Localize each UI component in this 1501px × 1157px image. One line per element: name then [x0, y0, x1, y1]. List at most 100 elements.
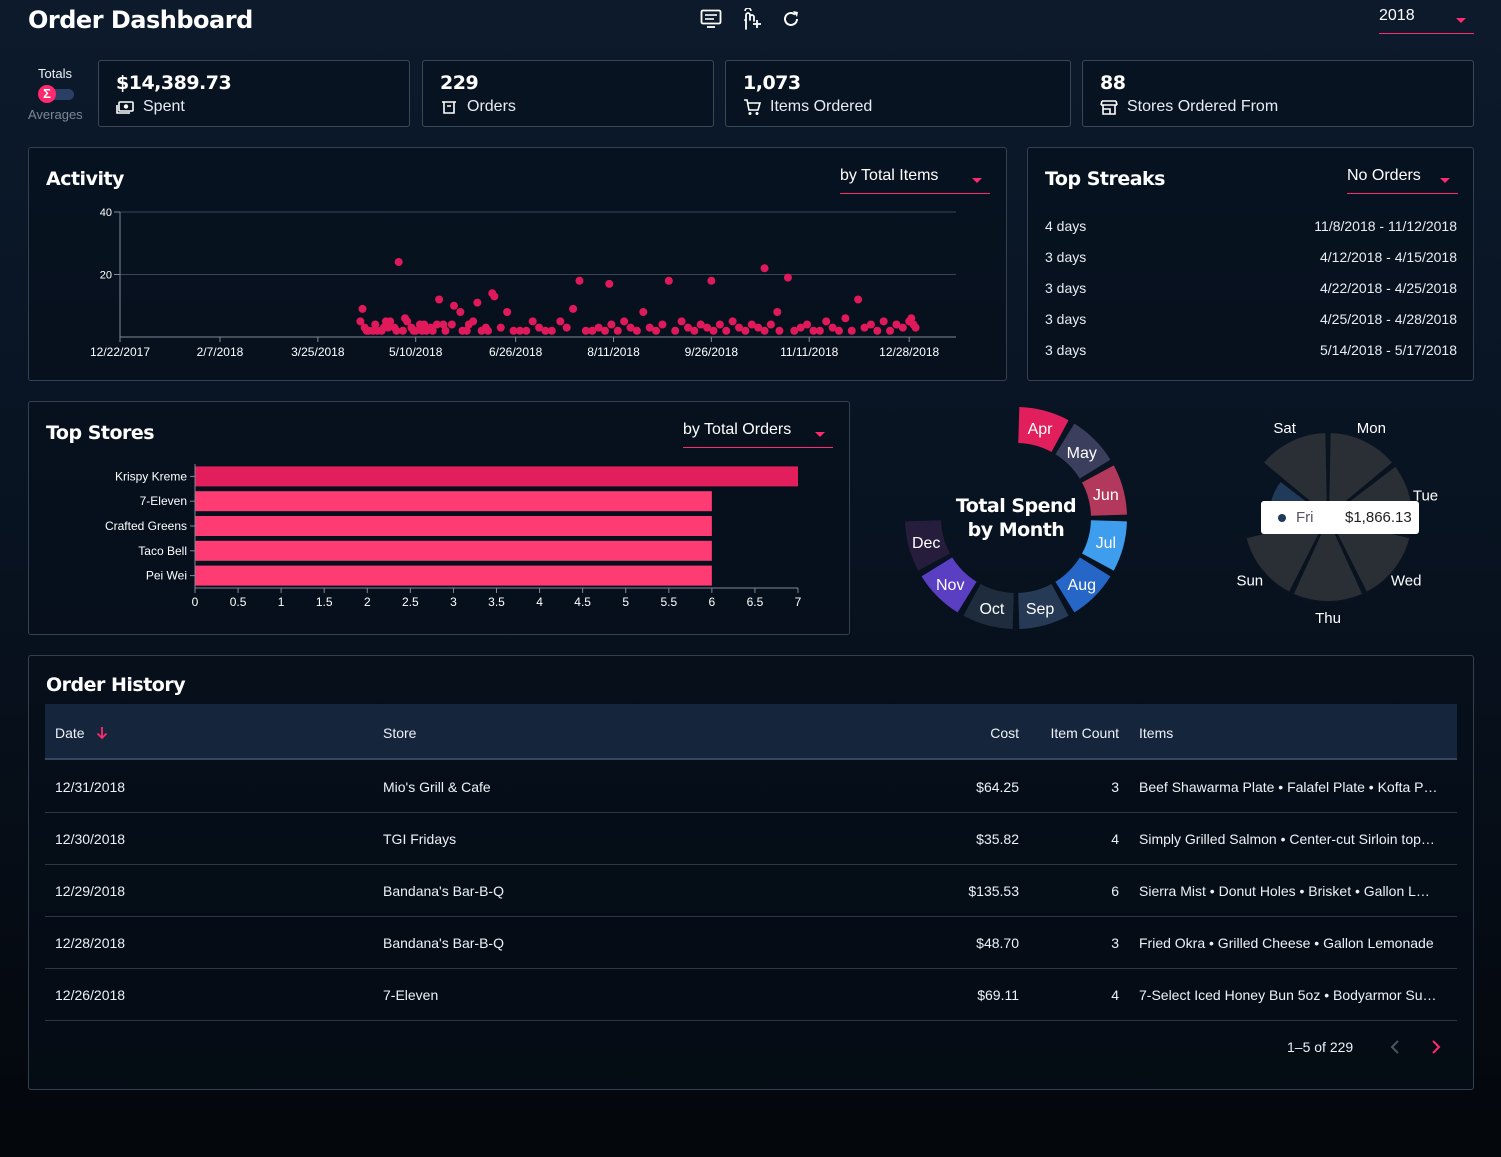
- scatter-point[interactable]: [473, 298, 482, 307]
- scatter-point[interactable]: [907, 314, 916, 323]
- scatter-point[interactable]: [645, 323, 654, 332]
- scatter-point[interactable]: [490, 292, 499, 301]
- scatter-point[interactable]: [401, 314, 410, 323]
- top-stores-select[interactable]: by Total Orders: [683, 421, 833, 448]
- store-bar[interactable]: [195, 565, 712, 586]
- scatter-point[interactable]: [439, 320, 448, 329]
- scatter-point[interactable]: [535, 323, 544, 332]
- scatter-point[interactable]: [683, 323, 692, 332]
- scatter-point[interactable]: [607, 320, 616, 329]
- scatter-point[interactable]: [671, 326, 680, 335]
- scatter-point[interactable]: [728, 317, 737, 326]
- scatter-point[interactable]: [432, 320, 441, 329]
- store-bar[interactable]: [195, 491, 712, 512]
- scatter-point[interactable]: [815, 326, 824, 335]
- scatter-point[interactable]: [803, 320, 812, 329]
- scatter-point[interactable]: [866, 320, 875, 329]
- next-page-button[interactable]: [1426, 1038, 1444, 1056]
- scatter-point[interactable]: [441, 326, 450, 335]
- store-bar[interactable]: [195, 540, 712, 561]
- scatter-point[interactable]: [398, 326, 407, 335]
- table-row[interactable]: 12/29/2018 Bandana's Bar-B-Q $135.53 6 S…: [45, 865, 1457, 917]
- refresh-icon[interactable]: [781, 9, 801, 29]
- compare-icon[interactable]: [700, 9, 722, 29]
- month-segment[interactable]: [963, 584, 1014, 629]
- column-item-count[interactable]: Item Count: [1050, 725, 1119, 741]
- month-segment[interactable]: [1082, 520, 1127, 571]
- month-segment[interactable]: [1055, 423, 1111, 479]
- scatter-point[interactable]: [741, 326, 750, 335]
- scatter-point[interactable]: [575, 276, 584, 285]
- scatter-point[interactable]: [626, 323, 635, 332]
- month-segment[interactable]: [1055, 557, 1111, 613]
- month-segment[interactable]: [921, 557, 977, 613]
- scatter-point[interactable]: [481, 323, 490, 332]
- scatter-point[interactable]: [547, 326, 556, 335]
- scatter-point[interactable]: [356, 317, 365, 326]
- store-bar[interactable]: [195, 466, 798, 487]
- scatter-point[interactable]: [522, 326, 531, 335]
- store-bar[interactable]: [195, 516, 712, 536]
- scatter-point[interactable]: [458, 326, 467, 335]
- year-select[interactable]: 2018: [1379, 7, 1474, 34]
- scatter-point[interactable]: [601, 326, 610, 335]
- scatter-point[interactable]: [652, 326, 661, 335]
- column-cost[interactable]: Cost: [990, 725, 1019, 741]
- scatter-point[interactable]: [449, 301, 458, 310]
- scatter-point[interactable]: [515, 326, 524, 335]
- scatter-point[interactable]: [420, 320, 429, 329]
- scatter-point[interactable]: [828, 323, 837, 332]
- scatter-point[interactable]: [503, 308, 512, 316]
- scatter-point[interactable]: [528, 317, 537, 326]
- scatter-point[interactable]: [632, 326, 641, 335]
- scatter-point[interactable]: [411, 326, 420, 335]
- table-row[interactable]: 12/31/2018 Mio's Grill & Cafe $64.25 3 B…: [45, 761, 1457, 813]
- month-segment[interactable]: [905, 520, 950, 571]
- scatter-point[interactable]: [435, 295, 444, 304]
- scatter-point[interactable]: [760, 264, 769, 273]
- scatter-point[interactable]: [581, 326, 590, 335]
- scatter-point[interactable]: [696, 320, 705, 329]
- column-date[interactable]: Date: [55, 725, 108, 741]
- scatter-point[interactable]: [715, 320, 724, 329]
- scatter-point[interactable]: [873, 326, 882, 335]
- scatter-point[interactable]: [677, 317, 686, 326]
- scatter-point[interactable]: [373, 326, 382, 335]
- scatter-point[interactable]: [854, 295, 863, 304]
- scatter-point[interactable]: [541, 326, 550, 335]
- scatter-point[interactable]: [703, 323, 712, 332]
- touch-add-icon[interactable]: [742, 7, 762, 30]
- scatter-point[interactable]: [426, 323, 435, 332]
- scatter-point[interactable]: [509, 326, 518, 335]
- column-items[interactable]: Items: [1139, 725, 1174, 741]
- scatter-point[interactable]: [773, 308, 782, 316]
- scatter-point[interactable]: [588, 326, 597, 335]
- scatter-point[interactable]: [735, 323, 744, 332]
- scatter-point[interactable]: [496, 323, 505, 332]
- totals-toggle[interactable]: Σ: [38, 85, 76, 103]
- scatter-point[interactable]: [605, 279, 614, 288]
- scatter-point[interactable]: [620, 317, 629, 326]
- scatter-point[interactable]: [379, 323, 388, 332]
- scatter-point[interactable]: [658, 320, 667, 329]
- scatter-point[interactable]: [613, 326, 622, 335]
- scatter-point[interactable]: [464, 320, 473, 329]
- table-row[interactable]: 12/28/2018 Bandana's Bar-B-Q $48.70 3 Fr…: [45, 917, 1457, 969]
- scatter-point[interactable]: [898, 323, 907, 332]
- scatter-point[interactable]: [796, 323, 805, 332]
- scatter-point[interactable]: [569, 304, 578, 313]
- scatter-point[interactable]: [562, 323, 571, 332]
- scatter-point[interactable]: [447, 320, 456, 329]
- scatter-point[interactable]: [722, 326, 731, 335]
- scatter-point[interactable]: [456, 308, 465, 316]
- scatter-point[interactable]: [594, 323, 603, 332]
- scatter-point[interactable]: [556, 317, 565, 326]
- scatter-point[interactable]: [847, 326, 856, 335]
- month-segment[interactable]: [1082, 465, 1127, 516]
- scatter-point[interactable]: [709, 326, 718, 335]
- scatter-point[interactable]: [390, 323, 399, 332]
- scatter-point[interactable]: [841, 314, 850, 323]
- prev-page-button[interactable]: [1387, 1038, 1405, 1056]
- scatter-point[interactable]: [664, 276, 673, 285]
- scatter-point[interactable]: [371, 320, 380, 329]
